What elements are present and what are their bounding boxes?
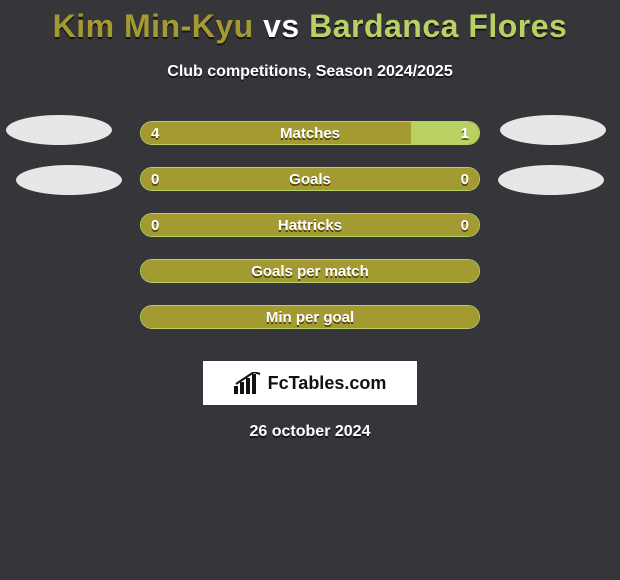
comparison-infographic: Kim Min-Kyu vs Bardanca Flores Club comp… xyxy=(0,0,620,580)
avatar-left xyxy=(6,115,112,145)
bar-segment-left xyxy=(141,306,479,328)
avatar-left xyxy=(16,165,122,195)
avatar-right xyxy=(498,165,604,195)
bar-segment-left xyxy=(141,168,479,190)
stat-row: Goals per match xyxy=(0,259,620,305)
stat-row: 41Matches xyxy=(0,121,620,167)
stat-bar: Min per goal xyxy=(140,305,480,329)
bar-segment-right xyxy=(411,122,479,144)
title-vs: vs xyxy=(254,8,309,44)
title-player-left: Kim Min-Kyu xyxy=(53,8,254,44)
bar-segment-left xyxy=(141,214,479,236)
stat-row: Min per goal xyxy=(0,305,620,351)
bar-segment-left xyxy=(141,122,411,144)
bar-segment-left xyxy=(141,260,479,282)
stat-bar: 00Hattricks xyxy=(140,213,480,237)
stat-bar: 41Matches xyxy=(140,121,480,145)
bars-icon xyxy=(234,372,262,394)
date-label: 26 october 2024 xyxy=(0,423,620,441)
page-title: Kim Min-Kyu vs Bardanca Flores xyxy=(0,0,620,45)
stat-bar: 00Goals xyxy=(140,167,480,191)
stat-row: 00Goals xyxy=(0,167,620,213)
brand-text: FcTables.com xyxy=(268,373,387,394)
stat-rows: 41Matches 00Goals 00Hattricks Goals per mat… xyxy=(0,121,620,351)
subtitle: Club competitions, Season 2024/2025 xyxy=(0,63,620,81)
avatar-right xyxy=(500,115,606,145)
title-player-right: Bardanca Flores xyxy=(309,8,567,44)
stat-row: 00Hattricks xyxy=(0,213,620,259)
brand-badge: FcTables.com xyxy=(203,361,417,405)
stat-bar: Goals per match xyxy=(140,259,480,283)
